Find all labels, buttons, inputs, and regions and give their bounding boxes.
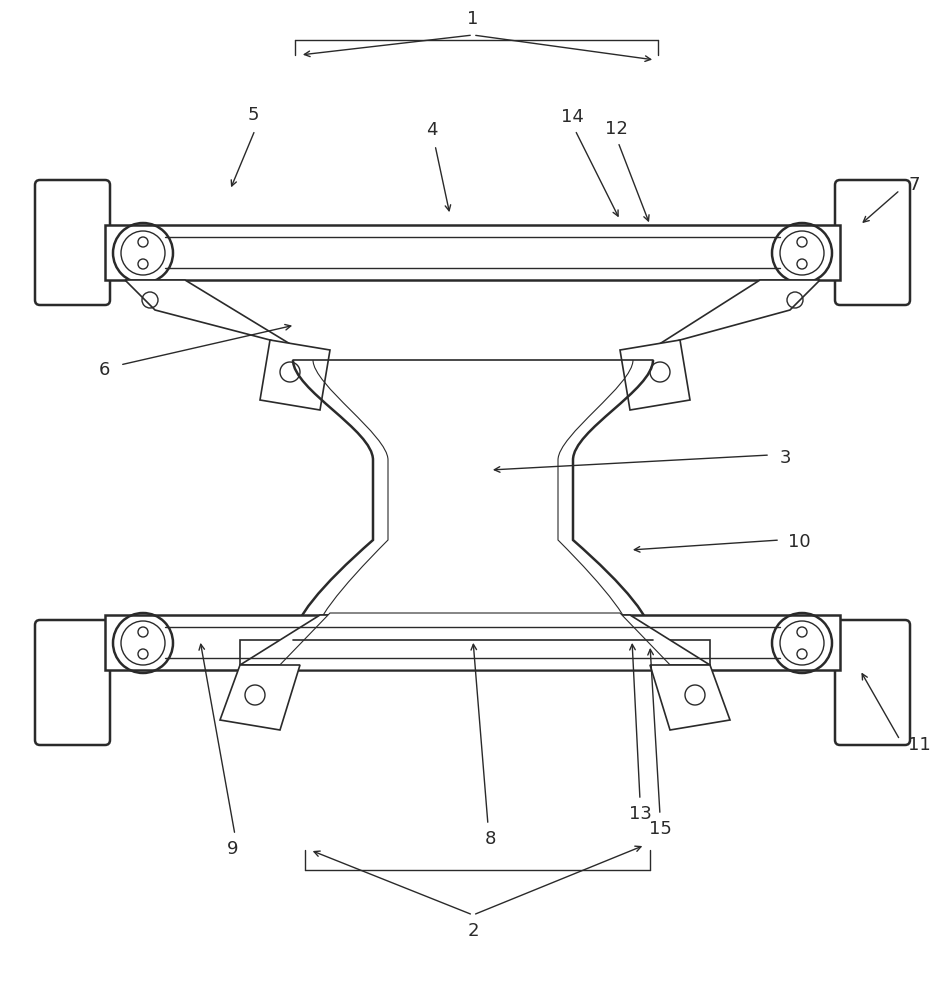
FancyBboxPatch shape bbox=[35, 180, 110, 305]
Text: 7: 7 bbox=[908, 176, 920, 194]
Polygon shape bbox=[275, 613, 675, 670]
Text: 6: 6 bbox=[98, 361, 110, 379]
Text: 8: 8 bbox=[484, 830, 496, 848]
Text: 12: 12 bbox=[604, 120, 627, 138]
FancyBboxPatch shape bbox=[35, 620, 110, 745]
Polygon shape bbox=[620, 340, 690, 410]
Polygon shape bbox=[240, 640, 710, 665]
FancyBboxPatch shape bbox=[835, 180, 910, 305]
Bar bbox=[105, 225, 840, 280]
Text: 11: 11 bbox=[908, 736, 931, 754]
Text: 4: 4 bbox=[427, 121, 438, 139]
Text: 1: 1 bbox=[467, 10, 479, 28]
Text: 5: 5 bbox=[247, 106, 259, 124]
Text: 9: 9 bbox=[227, 840, 238, 858]
Polygon shape bbox=[220, 665, 300, 730]
Bar bbox=[105, 615, 840, 670]
Text: 15: 15 bbox=[649, 820, 672, 838]
Text: 2: 2 bbox=[467, 922, 479, 940]
Polygon shape bbox=[650, 665, 730, 730]
Text: 10: 10 bbox=[788, 533, 811, 551]
FancyBboxPatch shape bbox=[835, 620, 910, 745]
Polygon shape bbox=[650, 280, 820, 350]
Polygon shape bbox=[240, 615, 710, 665]
Text: 14: 14 bbox=[561, 108, 584, 126]
Text: 13: 13 bbox=[628, 805, 652, 823]
Polygon shape bbox=[125, 280, 300, 350]
Polygon shape bbox=[260, 340, 330, 410]
Text: 3: 3 bbox=[780, 449, 792, 467]
